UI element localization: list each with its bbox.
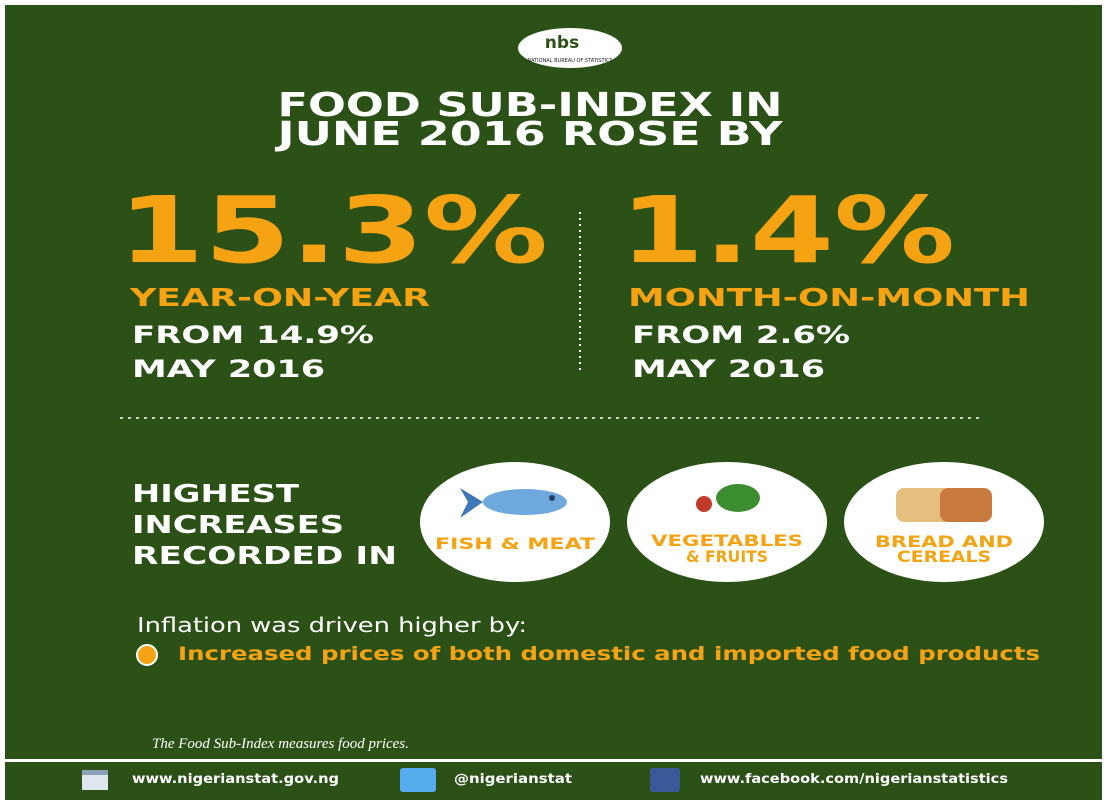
footer-twitter[interactable]: @nigerianstat — [454, 772, 572, 787]
stat-from: FROM 14.9% — [132, 321, 374, 349]
footer-website[interactable]: www.nigerianstat.gov.ng — [132, 772, 339, 787]
item-bread: BREAD AND CEREALS — [844, 462, 1044, 582]
stat-from: MAY 2016 — [132, 355, 325, 383]
highest-title: HIGHEST — [132, 479, 299, 508]
item-label: FISH & MEAT — [435, 534, 595, 553]
highest-title: INCREASES — [132, 510, 344, 539]
infographic: nbs NATIONAL BUREAU OF STATISTICS FOOD S… — [0, 0, 1107, 800]
web-icon-bar — [82, 770, 108, 775]
item-fish: FISH & MEAT — [420, 462, 610, 582]
bullet — [137, 645, 157, 665]
logo-text: nbs — [545, 33, 579, 53]
fruit-icon — [696, 496, 712, 512]
highest-title: RECORDED IN — [132, 541, 397, 570]
logo-subtitle: NATIONAL BUREAU OF STATISTICS — [527, 58, 612, 64]
headline: JUNE 2016 ROSE BY — [275, 114, 784, 153]
drivers-title: Inflation was driven higher by: — [137, 613, 527, 637]
stat-value: 15.3% — [118, 177, 548, 284]
fish-icon — [483, 489, 567, 515]
driver-point: Increased prices of both domestic and im… — [178, 643, 1040, 665]
item-label: & FRUITS — [686, 547, 768, 566]
facebook-icon — [650, 768, 680, 792]
leaf-icon — [716, 484, 760, 512]
stat-from: FROM 2.6% — [632, 321, 850, 349]
item-circle — [420, 462, 610, 582]
fish-eye — [549, 495, 555, 501]
note: The Food Sub-Index measures food prices. — [152, 736, 409, 752]
item-label: CEREALS — [897, 547, 991, 566]
item-vegetables: VEGETABLES & FRUITS — [627, 462, 827, 582]
stat-from: MAY 2016 — [632, 355, 825, 383]
bread-icon — [940, 488, 992, 522]
stat-label: YEAR-ON-YEAR — [129, 283, 430, 312]
page: nbs NATIONAL BUREAU OF STATISTICS FOOD S… — [0, 0, 1107, 800]
footer-facebook[interactable]: www.facebook.com/nigerianstatistics — [700, 772, 1008, 787]
stat-value: 1.4% — [620, 177, 955, 284]
stat-label: MONTH-ON-MONTH — [628, 283, 1030, 312]
twitter-icon — [400, 768, 436, 792]
